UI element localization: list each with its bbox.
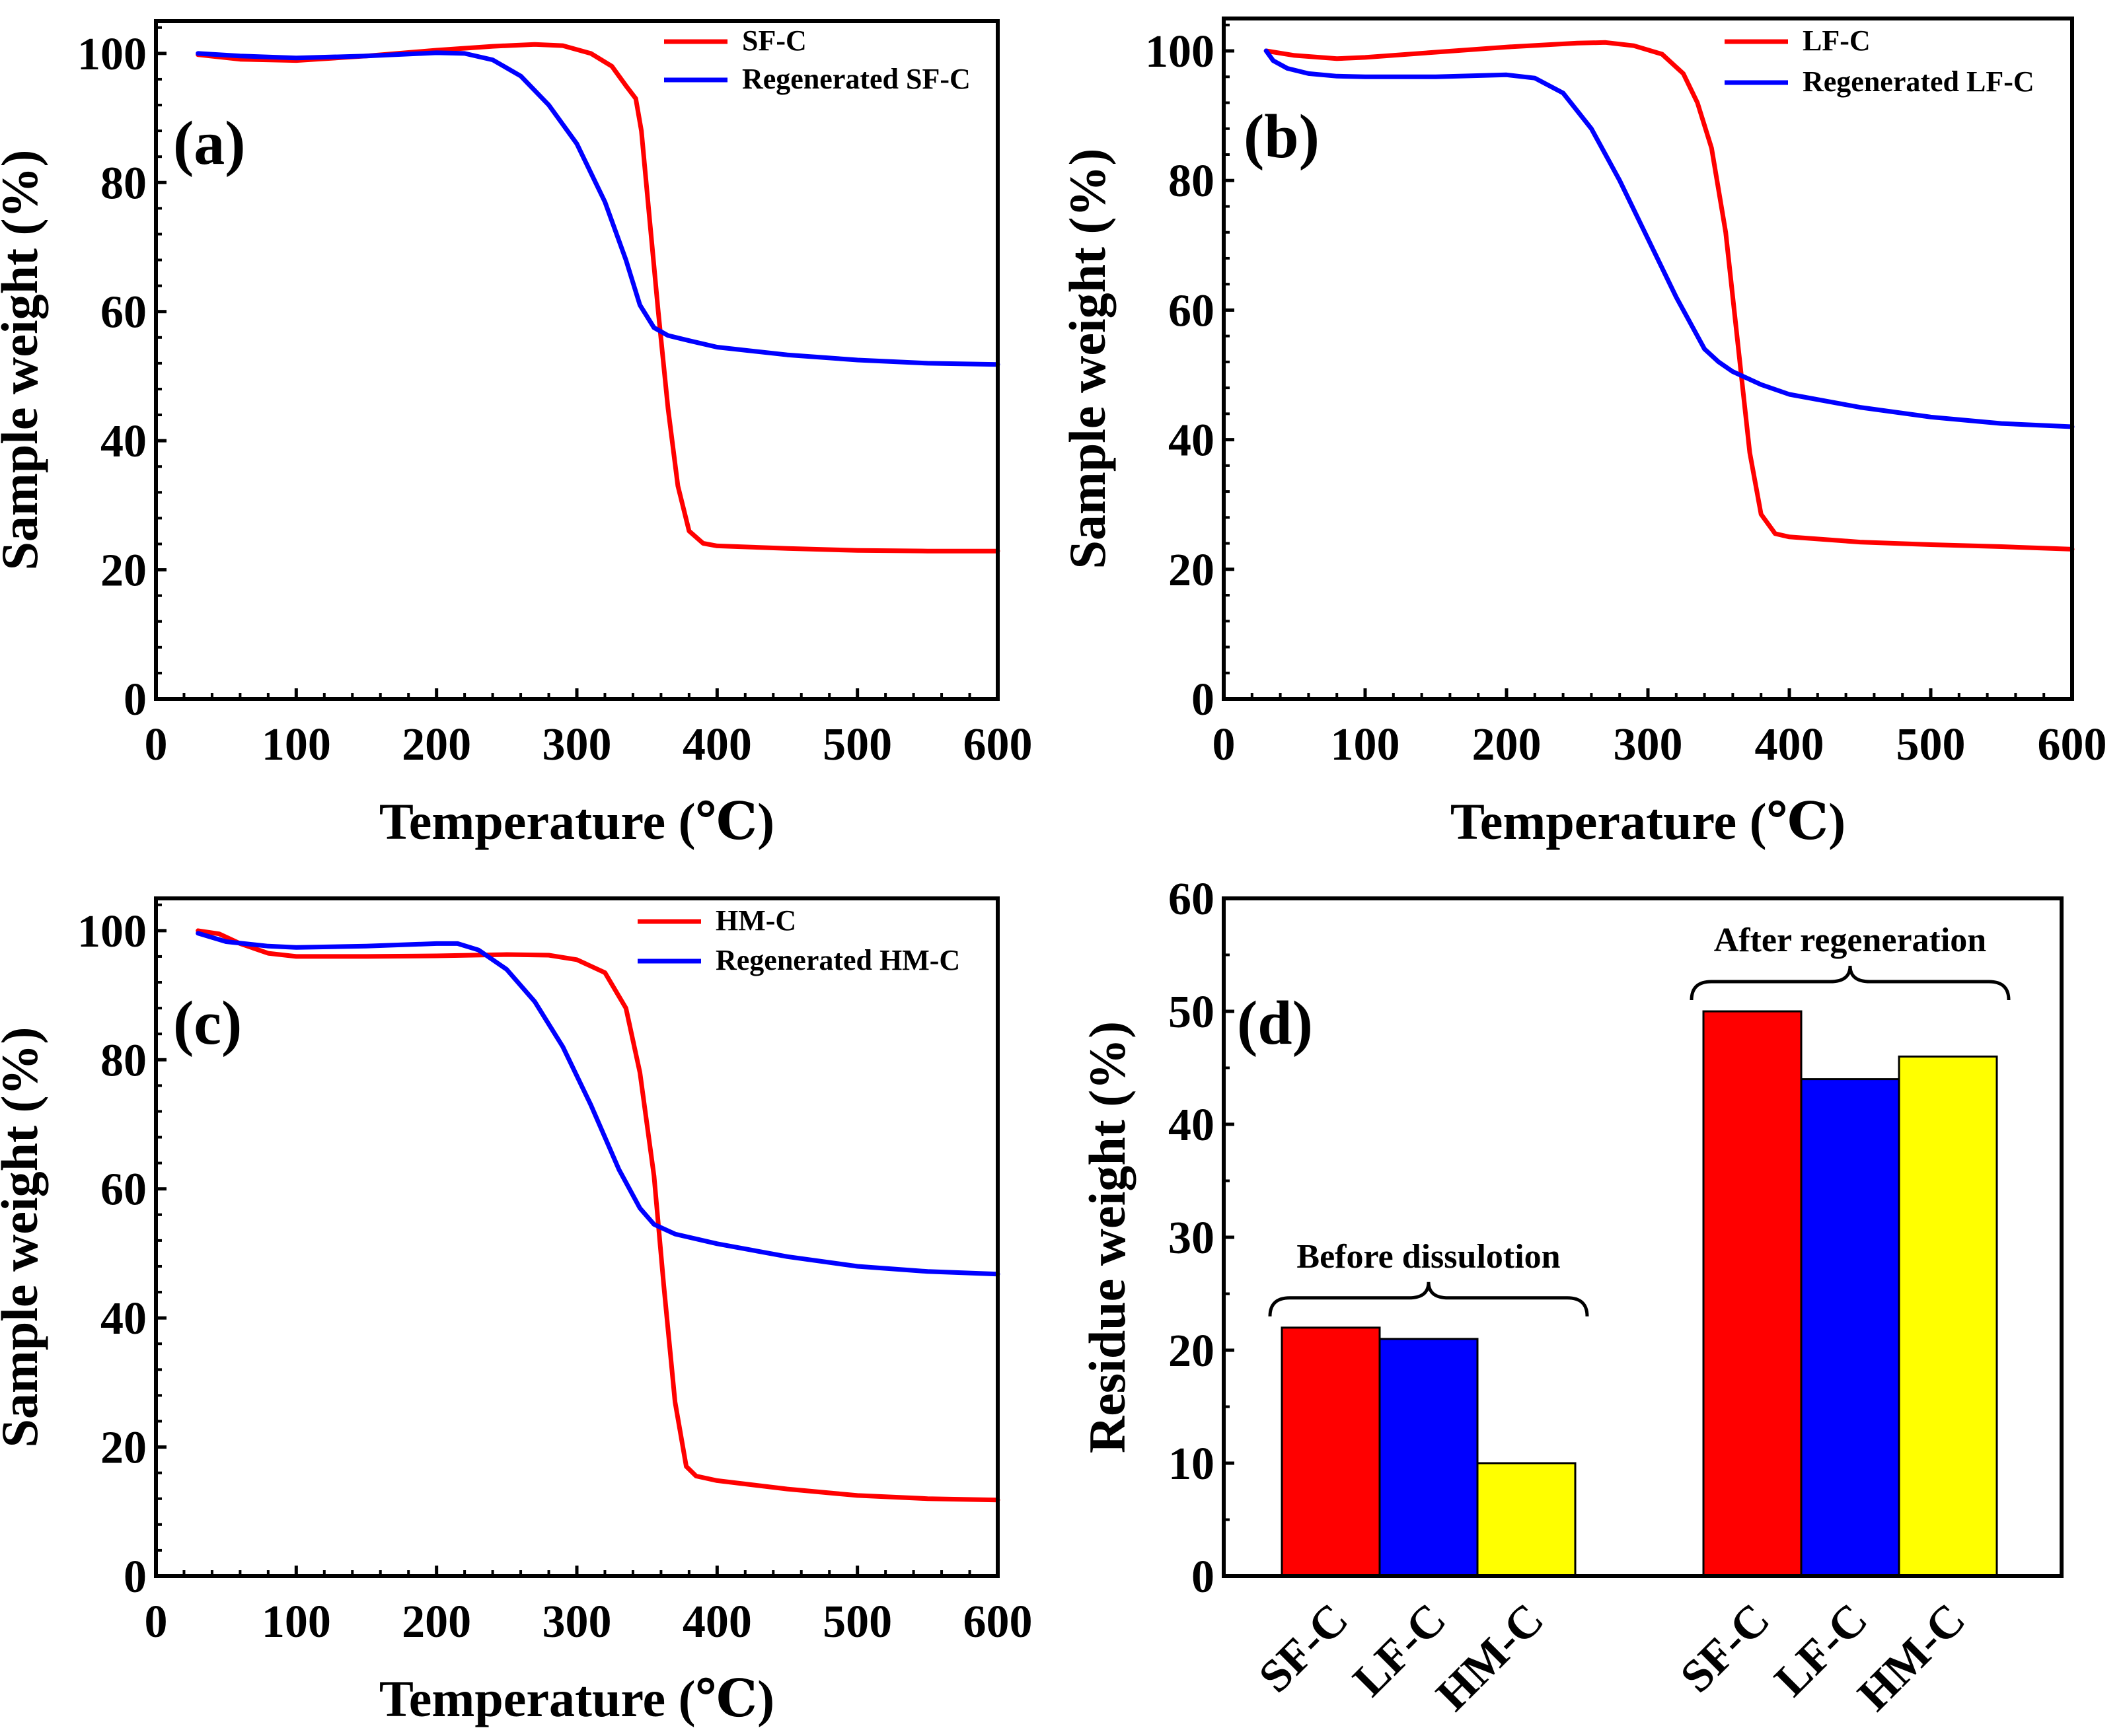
plot-frame [154, 896, 1000, 1578]
x-tick-label: 400 [683, 719, 752, 770]
legend-label: HM-C [716, 904, 796, 937]
x-category-label: HM-C [1427, 1594, 1553, 1721]
x-tick-label: 100 [1331, 719, 1400, 770]
plot-frame [154, 19, 1000, 701]
panel-label: (a) [173, 109, 246, 178]
x-tick-label: 400 [683, 1597, 752, 1647]
y-tick-label: 40 [1168, 1100, 1214, 1151]
bar-1-hm-c [1898, 1055, 1998, 1577]
series-line-regenerated-lf-c [1263, 48, 2075, 429]
x-tick-label: 100 [262, 1597, 331, 1647]
x-tick-label: 200 [402, 719, 471, 770]
x-tick-label: 500 [823, 719, 892, 770]
legend-label: SF-C [742, 24, 807, 57]
x-tick-label: 600 [963, 1597, 1033, 1647]
series-line-sf-c [196, 42, 1000, 554]
x-category-label: HM-C [1848, 1594, 1975, 1721]
legend-label: Regenerated SF-C [742, 63, 971, 95]
group-brace [1268, 1282, 1589, 1317]
y-tick-label: 100 [77, 906, 147, 957]
x-tick-label: 500 [1896, 719, 1966, 770]
x-tick-label: 200 [402, 1597, 471, 1647]
x-category-label: SF-C [1249, 1594, 1358, 1702]
group-label: Before dissulotion [1296, 1238, 1560, 1276]
x-tick-label: 500 [823, 1597, 892, 1647]
x-tick-label: 100 [262, 719, 331, 770]
y-tick-label: 60 [100, 287, 147, 338]
x-tick-label: 0 [1212, 719, 1236, 770]
y-tick-label: 80 [1168, 156, 1214, 207]
y-tick-label: 40 [1168, 416, 1214, 466]
bar-0-sf-c [1281, 1326, 1381, 1577]
y-tick-label: 20 [1168, 545, 1214, 596]
x-tick-label: 0 [145, 1597, 168, 1647]
bar-0-lf-c [1378, 1338, 1479, 1577]
group-label: After regeneration [1714, 922, 1987, 959]
x-tick-label: 600 [2038, 719, 2107, 770]
y-axis-title: Residue weight (%) [1078, 1021, 1136, 1453]
legend-label: Regenerated HM-C [716, 944, 960, 976]
legend-label: Regenerated LF-C [1803, 65, 2034, 98]
y-tick-label: 80 [100, 1035, 147, 1086]
series-line-regenerated-sf-c [196, 50, 1000, 367]
y-tick-label: 40 [100, 1293, 147, 1344]
y-axis-title: Sample weight (%) [0, 1027, 48, 1448]
series-line-lf-c [1263, 40, 2075, 552]
x-tick-label: 300 [542, 1597, 612, 1647]
y-tick-label: 40 [100, 416, 147, 467]
panel-c: 0 100 200 300 400 500 600 0 20 40 60 80 100 HM-C Regen… [0, 896, 1033, 1727]
y-axis-title: Sample weight (%) [1059, 149, 1116, 569]
bar-1-lf-c [1800, 1078, 1900, 1577]
y-tick-label: 20 [100, 546, 147, 597]
y-tick-label: 80 [100, 158, 147, 209]
y-axis-title: Sample weight (%) [0, 150, 48, 571]
y-tick-label: 0 [1191, 674, 1214, 725]
plot-frame [1222, 896, 2064, 1578]
panel-label: (d) [1237, 989, 1313, 1058]
panel-a: 0 100 200 300 400 500 600 0 20 40 60 80 100 SF-C Regen… [0, 19, 1033, 850]
y-tick-label: 50 [1168, 987, 1214, 1038]
y-tick-label: 0 [124, 1552, 147, 1603]
x-tick-label: 400 [1755, 719, 1824, 770]
y-tick-label: 100 [77, 29, 147, 80]
plot-frame [1222, 17, 2074, 701]
x-axis-title: Temperature (℃) [379, 793, 774, 850]
y-tick-label: 20 [1168, 1326, 1214, 1377]
legend-label: LF-C [1803, 24, 1871, 57]
y-tick-label: 20 [100, 1423, 147, 1474]
x-tick-label: 300 [1614, 719, 1683, 770]
x-tick-label: 0 [145, 719, 168, 770]
x-category-label: SF-C [1671, 1594, 1779, 1702]
panel-label: (b) [1244, 102, 1320, 171]
group-brace [1690, 965, 2011, 1001]
panel-label: (c) [173, 989, 242, 1058]
y-tick-label: 60 [1168, 874, 1214, 925]
series-line-regenerated-hm-c [196, 931, 1000, 1277]
bar-0-hm-c [1476, 1462, 1577, 1577]
panel-b: 0 100 200 300 400 500 600 0 20 40 60 80 100 LF-C Regen… [1059, 17, 2107, 850]
x-axis-title: Temperature (℃) [379, 1670, 774, 1727]
bar-1-sf-c [1702, 1010, 1803, 1577]
y-tick-label: 0 [1191, 1552, 1214, 1603]
y-tick-label: 10 [1168, 1439, 1214, 1490]
y-tick-label: 30 [1168, 1213, 1214, 1264]
x-axis-title: Temperature (℃) [1450, 793, 1845, 850]
y-tick-label: 100 [1145, 26, 1214, 77]
x-tick-label: 300 [542, 719, 612, 770]
x-tick-label: 200 [1472, 719, 1542, 770]
x-tick-label: 600 [963, 719, 1033, 770]
series-line-hm-c [196, 928, 1000, 1503]
y-tick-label: 60 [1168, 285, 1214, 336]
y-tick-label: 60 [100, 1165, 147, 1215]
y-tick-label: 0 [124, 674, 147, 725]
